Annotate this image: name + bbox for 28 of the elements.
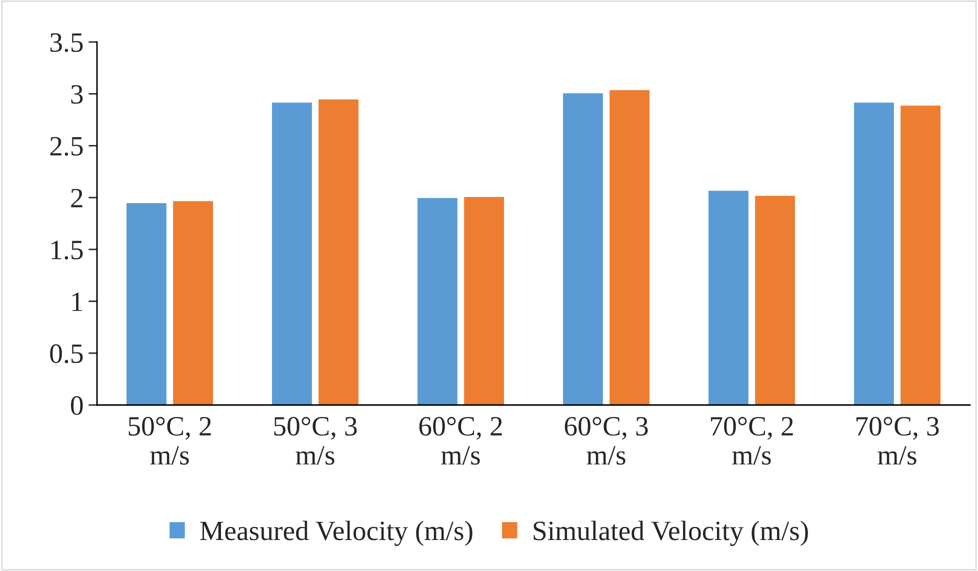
x-tick-label: 50°C, 2 m/s xyxy=(128,416,211,465)
legend-label: Simulated Velocity (m/s) xyxy=(534,520,808,546)
y-tick-label: 0 xyxy=(70,396,83,415)
bar xyxy=(853,102,895,405)
y-tick-label: 1.5 xyxy=(52,240,83,260)
y-tick-label: 3 xyxy=(71,85,83,104)
y-tick-label: 2.5 xyxy=(50,136,83,156)
bar xyxy=(271,102,313,405)
bar xyxy=(463,196,505,405)
bar xyxy=(416,197,458,405)
bar xyxy=(318,98,360,405)
bar xyxy=(608,89,650,405)
y-tick-label: 3.5 xyxy=(50,33,83,52)
y-tick-label: 1 xyxy=(72,292,82,311)
bar xyxy=(754,195,796,405)
bar xyxy=(900,104,942,405)
bar xyxy=(126,202,168,405)
bar xyxy=(562,92,604,405)
y-tick-label: 0.5 xyxy=(50,344,83,364)
x-tick-label: 60°C, 2 m/s xyxy=(419,416,502,465)
x-tick-label: 60°C, 3 m/s xyxy=(564,416,648,465)
y-tick-label: 2 xyxy=(71,188,82,208)
x-tick-label: 50°C, 3 m/s xyxy=(274,416,357,465)
x-tick-label: 70°C, 3 m/s xyxy=(856,416,939,465)
bar xyxy=(172,200,214,405)
legend-label: Measured Velocity (m/s) xyxy=(200,520,472,546)
x-tick-label: 70°C, 2 m/s xyxy=(710,416,793,465)
bar xyxy=(708,190,750,405)
